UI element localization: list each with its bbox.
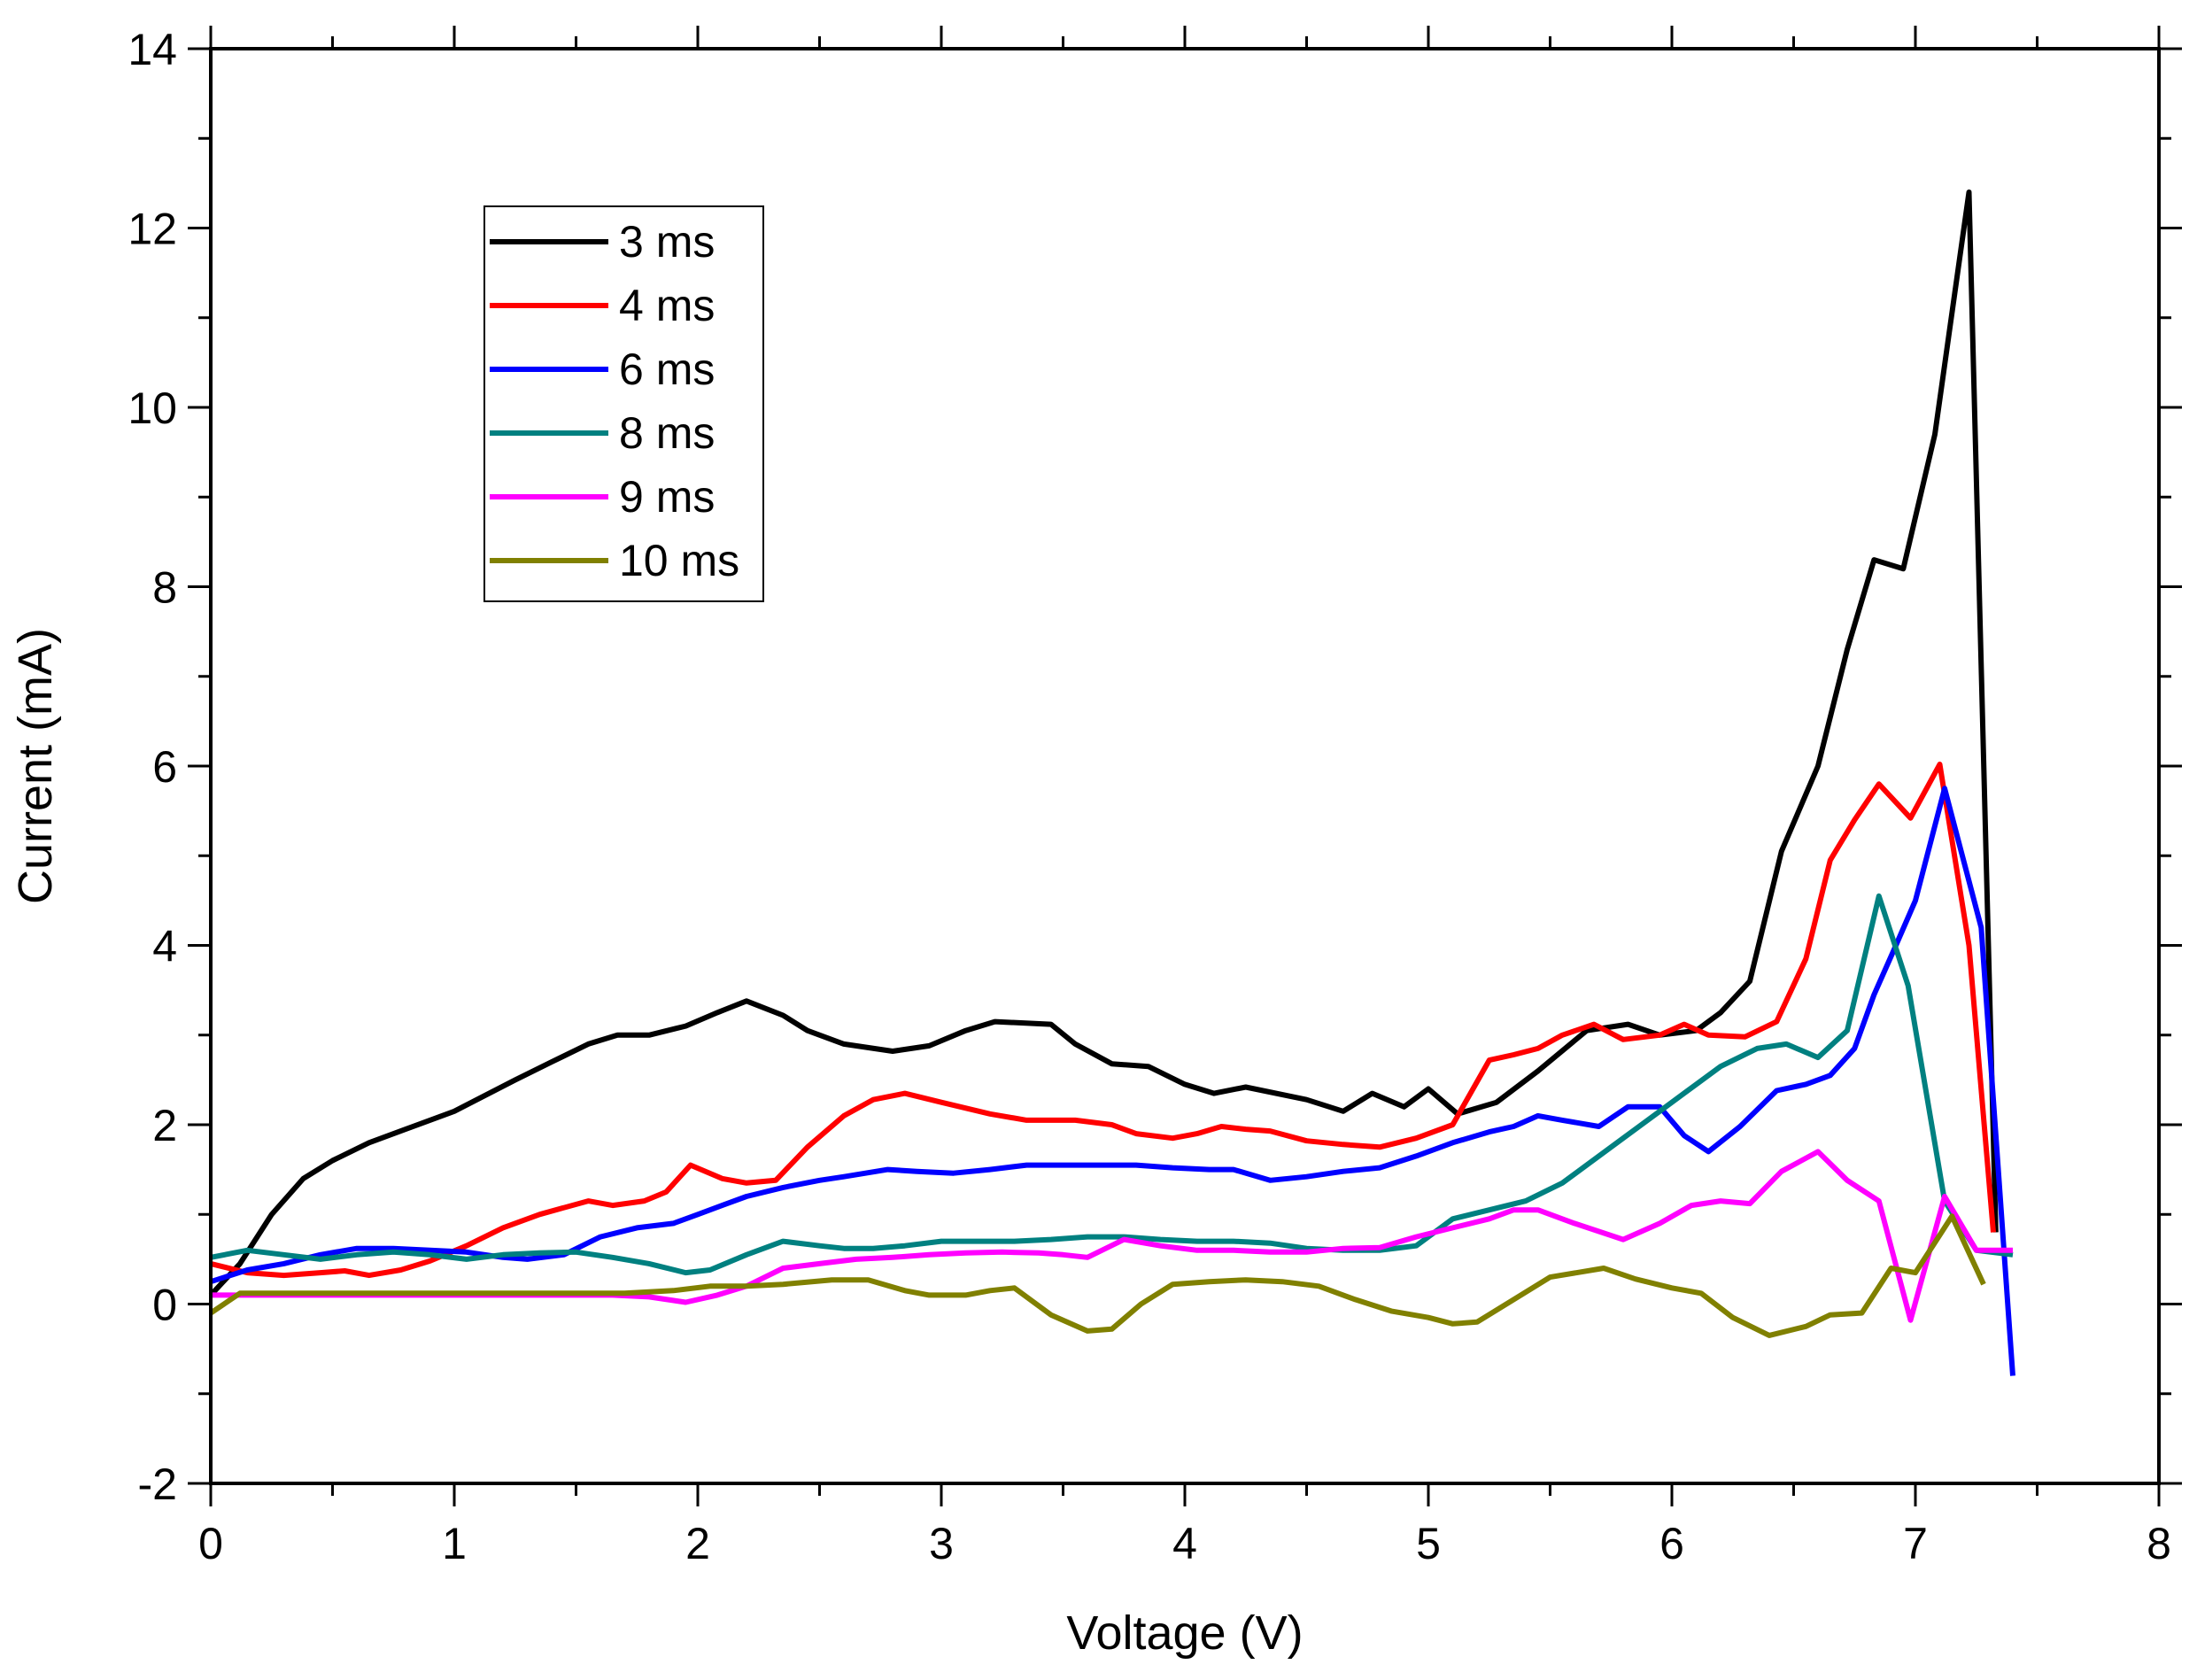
series-line-6-ms (210, 786, 2015, 1376)
x-tick-label: 5 (1416, 1519, 1441, 1568)
y-tick-label: 6 (152, 742, 177, 792)
legend-label: 6 ms (619, 345, 715, 394)
y-tick-label: 0 (152, 1281, 177, 1330)
y-axis-title: Current (mA) (9, 628, 62, 904)
y-tick-label: 4 (152, 922, 177, 972)
x-tick-label: 2 (685, 1519, 710, 1568)
x-axis-title: Voltage (V) (1066, 1606, 1303, 1660)
x-tick-label: 6 (1659, 1519, 1684, 1568)
axes-layer (188, 26, 2182, 1506)
series-line-4-ms (210, 762, 1996, 1279)
series-line-10-ms (209, 1213, 1986, 1338)
legend-label: 8 ms (619, 408, 715, 458)
y-tick-label: 12 (128, 205, 177, 254)
x-tick-label: 1 (442, 1519, 467, 1568)
y-tick-label: 8 (152, 563, 177, 613)
legend-label: 10 ms (619, 536, 739, 585)
legend-box (483, 205, 764, 602)
legend-label: 3 ms (619, 217, 715, 267)
legend-label: 4 ms (619, 281, 715, 330)
y-tick-label: 14 (128, 25, 177, 74)
x-tick-label: 8 (2147, 1519, 2171, 1568)
x-tick-label: 0 (198, 1519, 223, 1568)
x-tick-label: 3 (929, 1519, 954, 1568)
series-line-3-ms (208, 190, 1999, 1297)
legend: 3 ms 4 ms 6 ms 8 ms 9 ms 10 ms (483, 205, 764, 602)
legend-label: 9 ms (619, 472, 715, 522)
x-tick-label: 7 (1903, 1519, 1928, 1568)
y-tick-label: 10 (128, 383, 177, 433)
y-tick-label: -2 (138, 1459, 177, 1509)
y-tick-label: 2 (152, 1101, 177, 1150)
x-tick-label: 4 (1172, 1519, 1197, 1568)
series-layer (208, 190, 2015, 1376)
